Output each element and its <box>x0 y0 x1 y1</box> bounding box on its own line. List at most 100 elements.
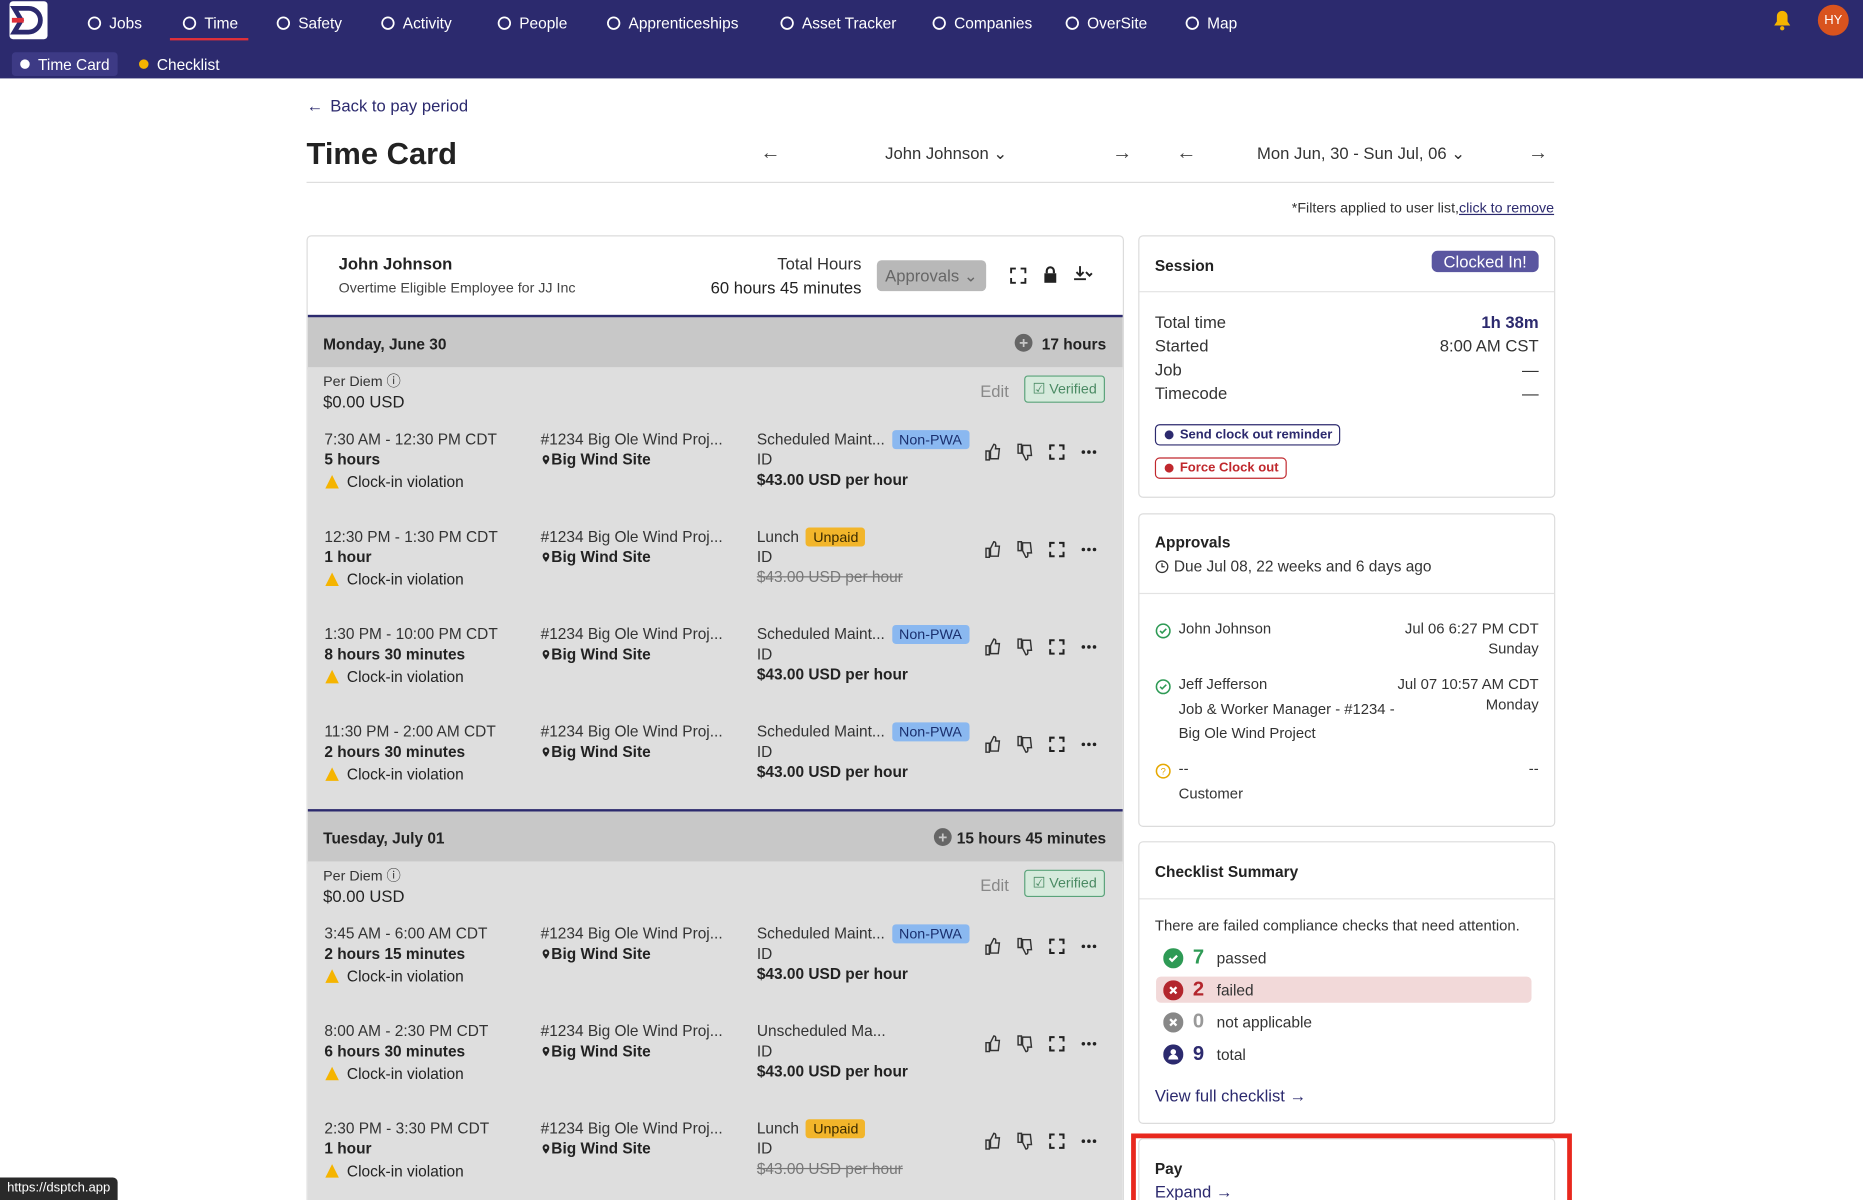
more-menu[interactable] <box>1080 1132 1098 1150</box>
nav-item[interactable]: Jobs <box>87 11 142 35</box>
arrow-button[interactable]: ← <box>760 141 781 164</box>
nav-icon <box>182 15 197 30</box>
entry-job: #1234 Big Ole Wind Proj... <box>540 624 723 643</box>
thumbs-down[interactable] <box>1016 540 1034 559</box>
thumbs-up[interactable] <box>984 443 1002 461</box>
period-select[interactable]: Mon Jun, 30 - Sun Jul, 06 ⌄ <box>1257 143 1466 163</box>
thumbs-down[interactable] <box>1016 1132 1034 1150</box>
warning-icon <box>325 1164 339 1178</box>
expand-entry[interactable] <box>1048 937 1066 955</box>
checklist-count: 7 passed <box>1156 945 1531 971</box>
expand-entry[interactable] <box>1048 1035 1066 1053</box>
day-body: Per Diem ⓘ $0.00 USD Edit ☑ Verified 7:30 AM… <box>307 367 1123 810</box>
clock-icon <box>1155 559 1169 573</box>
edit-button[interactable]: Edit <box>980 381 1009 401</box>
thumbs-up[interactable] <box>984 540 1002 559</box>
expand-icon[interactable] <box>1009 266 1028 285</box>
expand-entry[interactable] <box>1048 443 1066 461</box>
expand-entry[interactable] <box>1048 1132 1066 1150</box>
lock-icon[interactable] <box>1041 265 1060 284</box>
more-menu[interactable] <box>1080 638 1098 656</box>
thumbs-down[interactable] <box>1016 1035 1034 1053</box>
button-icon <box>1164 430 1174 440</box>
session-title: Session <box>1154 256 1215 275</box>
pay-card: Pay Expand → <box>1138 1138 1556 1200</box>
nav-item[interactable]: People <box>497 11 567 35</box>
more-menu[interactable] <box>1080 1035 1098 1053</box>
arrow-button[interactable]: → <box>1112 141 1133 164</box>
warning-icon <box>325 969 339 983</box>
entry-row: 12:30 PM - 1:30 PM CDT 1 hour Clock-in vio… <box>324 526 1108 607</box>
day-header: Tuesday, July 01 15 hours 45 minutes + <box>307 809 1123 864</box>
pay-expand[interactable]: Expand → <box>1155 1182 1233 1200</box>
checklist-link[interactable]: View full checklist → <box>1155 1086 1306 1105</box>
bell[interactable] <box>1772 10 1793 31</box>
arrow-button[interactable]: ← <box>1176 141 1197 164</box>
nav-item[interactable]: Time <box>182 11 238 35</box>
employee-select[interactable]: John Johnson ⌄ <box>885 143 1008 163</box>
entry-duration: 6 hours 30 minutes <box>324 1041 466 1060</box>
thumbs-down[interactable] <box>1016 638 1034 656</box>
nav-item[interactable]: Asset Tracker <box>779 11 896 35</box>
nav-item[interactable]: Apprenticeships <box>606 11 738 35</box>
entry-code: Lunch Unpaid <box>757 1118 903 1139</box>
edit-button[interactable]: Edit <box>980 875 1009 895</box>
nav-item[interactable]: Activity <box>380 11 452 35</box>
subnav-item[interactable]: Checklist <box>131 52 228 76</box>
add-button[interactable]: + <box>1014 333 1033 352</box>
due-label: Due Jul 08, 22 weeks and 6 days ago <box>1173 557 1432 576</box>
approvals-button[interactable]: Approvals ⌄ <box>876 260 987 292</box>
entry-tag: Non-PWA <box>891 924 970 944</box>
nav-item[interactable]: Map <box>1185 11 1237 35</box>
entry-duration: 2 hours 30 minutes <box>324 742 466 761</box>
thumbs-up[interactable] <box>984 937 1002 955</box>
site-label: Big Wind Site <box>551 1139 651 1158</box>
download-icon[interactable] <box>1067 265 1098 284</box>
checklist-message: There are failed compliance checks that … <box>1154 917 1520 934</box>
entry-rate: $43.00 USD per hour <box>756 567 903 586</box>
filter-link[interactable]: click to remove <box>1458 199 1555 217</box>
back-link[interactable]: ← Back to pay period <box>307 96 469 115</box>
arrow-button[interactable]: → <box>1527 141 1549 164</box>
more-menu[interactable] <box>1080 937 1098 955</box>
site-label: Big Wind Site <box>551 450 651 469</box>
entry-time: 12:30 PM - 1:30 PM CDT <box>324 527 498 546</box>
violation: Clock-in violation <box>324 764 495 784</box>
add-button[interactable]: + <box>933 828 952 846</box>
nav-item[interactable]: OverSite <box>1065 11 1148 35</box>
thumbs-up[interactable] <box>984 638 1002 656</box>
checklist-count: 2 failed <box>1156 976 1532 1003</box>
thumbs-up[interactable] <box>984 1035 1002 1053</box>
thumbs-down[interactable] <box>1016 443 1034 461</box>
entry-duration: 1 hour <box>324 547 372 566</box>
session-button[interactable]: Send clock out reminder <box>1154 424 1341 446</box>
subnav-item[interactable]: Time Card <box>11 52 118 77</box>
approver-role: Customer <box>1178 785 1244 802</box>
more-menu[interactable] <box>1080 541 1098 559</box>
thumbs-up[interactable] <box>984 735 1002 753</box>
more-menu[interactable] <box>1080 443 1098 461</box>
nav-item[interactable]: Companies <box>932 11 1032 35</box>
more-menu[interactable] <box>1080 735 1098 753</box>
expand-entry[interactable] <box>1048 735 1066 753</box>
avatar[interactable]: HY <box>1817 4 1849 36</box>
entry-code: Unscheduled Ma... <box>757 1021 908 1041</box>
nav-label: OverSite <box>1087 13 1148 32</box>
approvals-card: Approvals Due Jul 08, 22 weeks and 6 days… <box>1138 513 1556 827</box>
count-label: total <box>1216 1044 1246 1063</box>
expand-entry[interactable] <box>1048 638 1066 656</box>
nav-icon <box>276 15 291 30</box>
nav-item[interactable]: Safety <box>276 11 342 35</box>
pin-icon <box>542 1046 550 1056</box>
entry-id: ID <box>756 1041 773 1060</box>
expand-entry[interactable] <box>1048 541 1066 559</box>
thumbs-down[interactable] <box>1016 735 1034 753</box>
nav-label: Asset Tracker <box>801 13 897 32</box>
session-button[interactable]: Force Clock out <box>1154 457 1287 479</box>
entry-code-col: Scheduled Maint... Non-PWA ID $43.00 USD pe… <box>757 721 970 782</box>
entry-time: 2:30 PM - 3:30 PM CDT <box>324 1119 490 1138</box>
thumbs-up[interactable] <box>984 1132 1002 1150</box>
thumbs-down[interactable] <box>1016 937 1034 955</box>
entry-duration: 1 hour <box>324 1139 372 1158</box>
